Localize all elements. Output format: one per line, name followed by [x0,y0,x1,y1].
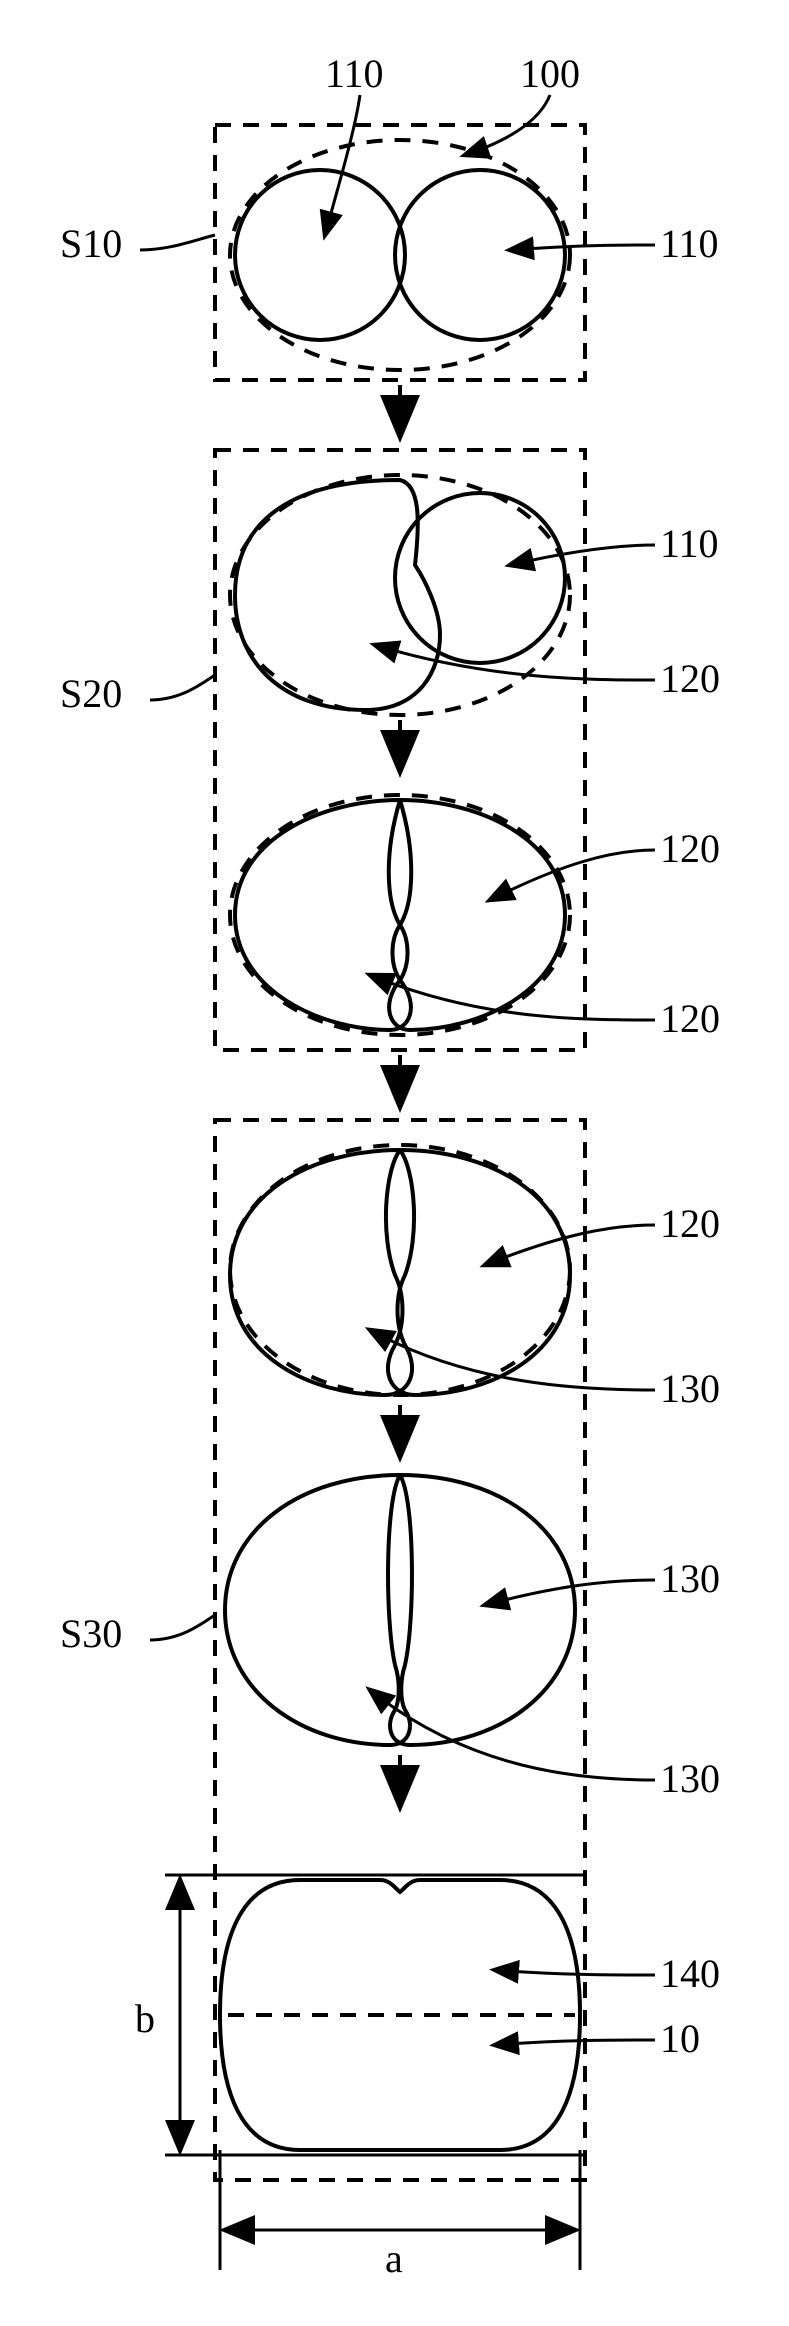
callout-110-top: 110 [325,50,384,97]
dimension-a-label: a [385,2235,403,2282]
callout-120-s20b2: 120 [660,995,720,1042]
dimension-b-label: b [135,1995,155,2042]
diagram-root: S10 S20 S30 110 100 110 110 120 120 120 … [20,20,789,2306]
stage-label-s20: S20 [60,670,122,717]
callout-130-s30b2: 130 [660,1755,720,1802]
callout-120-s20a: 120 [660,655,720,702]
callout-10: 10 [660,2015,700,2062]
callout-100-top: 100 [520,50,580,97]
stage-s10 [215,125,585,380]
callout-120-s30a: 120 [660,1200,720,1247]
callout-120-s20b: 120 [660,825,720,872]
callout-130-s30b: 130 [660,1555,720,1602]
callout-110-s20a: 110 [660,520,719,567]
stage-label-s10: S10 [60,220,122,267]
callout-110-s10: 110 [660,220,719,267]
callout-130-s30a: 130 [660,1365,720,1412]
stage-s20 [215,450,585,1050]
stage-label-s30: S30 [60,1610,122,1657]
callout-140: 140 [660,1950,720,1997]
stage-s30 [165,1120,585,2180]
